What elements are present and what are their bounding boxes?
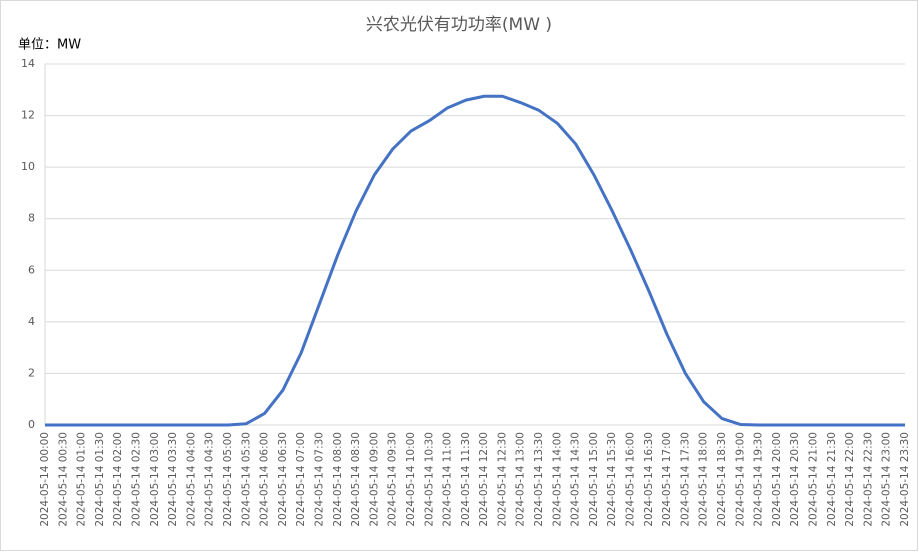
y-tick-label: 4: [28, 315, 35, 328]
x-tick-label: 2024-05-14 08:00: [332, 432, 344, 527]
x-tick-label: 2024-05-14 18:00: [698, 432, 710, 527]
x-tick-label: 2024-05-14 21:00: [808, 432, 820, 527]
line-series: [45, 94, 905, 427]
x-tick-label: 2024-05-14 02:30: [130, 432, 142, 527]
x-tick-label: 2024-05-14 22:30: [862, 432, 874, 527]
x-tick-label: 2024-05-14 12:00: [478, 432, 490, 527]
x-tick-label: 2024-05-14 03:00: [149, 432, 161, 527]
unit-label: 单位：MW: [18, 38, 81, 53]
x-tick-label: 2024-05-14 01:00: [76, 432, 88, 527]
x-tick-label: 2024-05-14 23:30: [899, 432, 911, 527]
x-tick-label: 2024-05-14 18:30: [716, 432, 728, 527]
x-tick-label: 2024-05-14 06:30: [277, 432, 289, 527]
x-tick-label: 2024-05-14 10:00: [405, 432, 417, 527]
x-tick-label: 2024-05-14 09:00: [368, 432, 380, 527]
y-tick-label: 12: [21, 109, 35, 122]
x-tick-label: 2024-05-14 05:00: [222, 432, 234, 527]
x-tick-label: 2024-05-14 04:00: [185, 432, 197, 527]
x-tick-label: 2024-05-14 17:00: [661, 432, 673, 527]
x-tick-label: 2024-05-14 14:00: [551, 432, 563, 527]
x-tick-label: 2024-05-14 00:30: [57, 432, 69, 527]
x-tick-label: 2024-05-14 09:30: [387, 432, 399, 527]
x-tick-label: 2024-05-14 19:30: [753, 432, 765, 527]
x-tick-label: 2024-05-14 13:30: [533, 432, 545, 527]
x-tick-label: 2024-05-14 10:30: [423, 432, 435, 527]
x-tick-label: 2024-05-14 16:30: [643, 432, 655, 527]
x-tick-label: 2024-05-14 11:30: [460, 432, 472, 527]
x-tick-label: 2024-05-14 12:30: [496, 432, 508, 527]
x-tick-label: 2024-05-14 14:30: [570, 432, 582, 527]
x-tick-label: 2024-05-14 22:00: [844, 432, 856, 527]
x-tick-label: 2024-05-14 05:30: [240, 432, 252, 527]
y-tick-label: 8: [28, 212, 35, 225]
x-tick-label: 2024-05-14 03:30: [167, 432, 179, 527]
x-tick-label: 2024-05-14 19:00: [734, 432, 746, 527]
x-tick-label: 2024-05-14 07:00: [295, 432, 307, 527]
y-tick-label: 10: [21, 160, 35, 173]
y-tick-label: 2: [28, 366, 35, 379]
x-tick-label: 2024-05-14 13:00: [515, 432, 527, 527]
x-tick-label: 2024-05-14 02:00: [112, 432, 124, 527]
x-tick-label: 2024-05-14 17:30: [679, 432, 691, 527]
y-tick-label: 14: [21, 57, 35, 70]
x-tick-label: 2024-05-14 20:30: [789, 432, 801, 527]
x-tick-label: 2024-05-14 00:00: [39, 432, 51, 527]
x-tick-label: 2024-05-14 20:00: [771, 432, 783, 527]
x-tick-label: 2024-05-14 01:30: [94, 432, 106, 527]
x-tick-label: 2024-05-14 23:00: [881, 432, 893, 527]
y-tick-label: 6: [28, 263, 35, 276]
x-tick-label: 2024-05-14 15:30: [606, 432, 618, 527]
x-tick-label: 2024-05-14 08:30: [350, 432, 362, 527]
x-tick-label: 2024-05-14 21:30: [826, 432, 838, 527]
x-tick-label: 2024-05-14 11:00: [442, 432, 454, 527]
chart-title: 兴农光伏有功功率(MW ): [366, 15, 552, 35]
x-tick-label: 2024-05-14 07:30: [313, 432, 325, 527]
x-tick-label: 2024-05-14 04:30: [204, 432, 216, 527]
x-tick-label: 2024-05-14 15:00: [588, 432, 600, 527]
x-tick-label: 2024-05-14 06:00: [259, 432, 271, 527]
x-tick-label: 2024-05-14 16:00: [625, 432, 637, 527]
y-tick-label: 0: [28, 418, 35, 431]
